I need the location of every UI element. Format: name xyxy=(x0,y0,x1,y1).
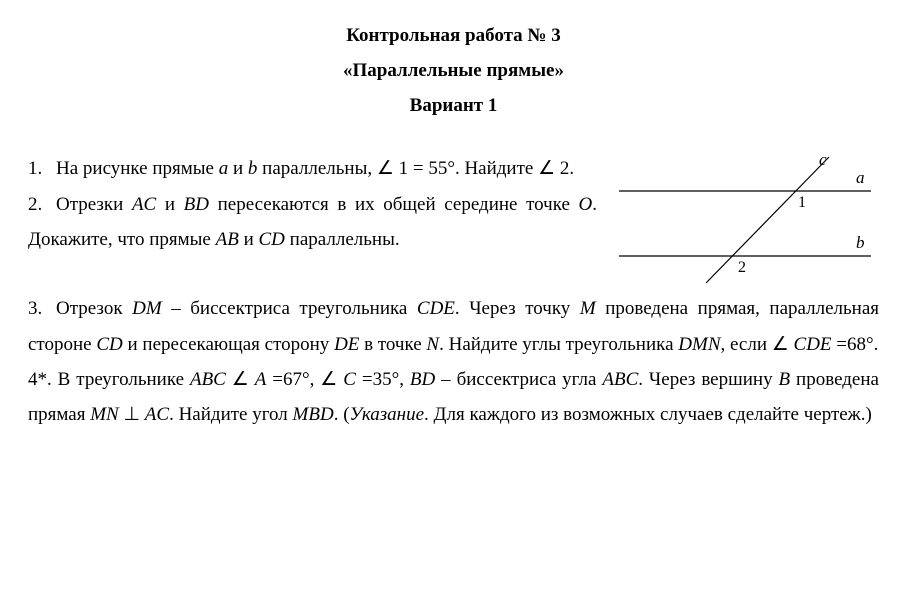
q2-text-a: Отрезки xyxy=(56,194,132,215)
q4-sym-mbd: MBD xyxy=(293,404,334,425)
q4-text-k: . Для каждого из возможных случаев сдела… xyxy=(424,404,872,425)
question-2: 2.Отрезки AC и BD пересекаются в их обще… xyxy=(28,187,597,257)
q4-text-b: ∠ xyxy=(226,369,255,390)
q3-sym-de: DE xyxy=(334,334,359,355)
q4-sym-a: A xyxy=(255,369,267,390)
parallel-lines-figure: c a b 1 2 xyxy=(611,151,879,291)
q4-sym-abc: ABC xyxy=(190,369,226,390)
q4-sym-abc2: ABC xyxy=(602,369,638,390)
q2-sym-ac: AC xyxy=(132,194,156,215)
q4-text-h: ⊥ xyxy=(119,404,145,425)
svg-text:a: a xyxy=(856,168,865,187)
q2-sym-ab: AB xyxy=(216,229,239,250)
questions-1-2-text: 1.На рисунке прямые a и b параллельны, ∠… xyxy=(28,151,597,256)
q4-text-f: . Через вершину xyxy=(638,369,778,390)
q2-text-c: пересекаются в их общей середине точке xyxy=(209,194,579,215)
q3-sym-n: N xyxy=(426,334,439,355)
q2-sym-o: O xyxy=(579,194,593,215)
q4-text-e: – биссектриса угла xyxy=(435,369,602,390)
q1-text-b: и xyxy=(228,158,248,179)
q3-sym-cde2: CDE xyxy=(794,334,832,355)
q3-sym-cd: CD xyxy=(96,334,122,355)
title-line-3: Вариант 1 xyxy=(28,88,879,123)
q4-hint: Указание xyxy=(350,404,425,425)
q2-sym-cd: CD xyxy=(259,229,285,250)
q3-text-h: , если ∠ xyxy=(721,334,794,355)
q3-sym-m: M xyxy=(580,298,596,319)
q3-text-g: . Найдите углы треугольника xyxy=(439,334,678,355)
q3-text-c: . Через точку xyxy=(455,298,580,319)
q4-text-j: . ( xyxy=(334,404,350,425)
q3-sym-dmn: DMN xyxy=(678,334,720,355)
q4-text-c: =67°, ∠ xyxy=(266,369,343,390)
svg-text:1: 1 xyxy=(798,194,806,211)
q3-sym-dm: DM xyxy=(132,298,162,319)
q4-sym-b: B xyxy=(779,369,791,390)
q4-sym-mn: MN xyxy=(90,404,119,425)
q4-text-i: . Найдите угол xyxy=(169,404,292,425)
svg-text:c: c xyxy=(819,151,827,169)
q2-text-f: параллельны. xyxy=(285,229,400,250)
question-1-number: 1. xyxy=(28,151,56,186)
q2-text-b: и xyxy=(156,194,183,215)
q4-text-d: =35°, xyxy=(356,369,410,390)
title-line-2: «Параллельные прямые» xyxy=(28,53,879,88)
q3-text-e: и пересекающая сторону xyxy=(123,334,334,355)
figure-svg: c a b 1 2 xyxy=(611,151,879,291)
q2-text-e: и xyxy=(239,229,259,250)
question-4: 4*. В треугольнике ABC ∠ A =67°, ∠ C =35… xyxy=(28,362,879,432)
question-4-number: 4*. xyxy=(28,369,52,390)
q3-text-b: – биссектриса треугольника xyxy=(162,298,417,319)
q4-text-a: В треугольнике xyxy=(52,369,190,390)
q4-sym-bd: BD xyxy=(410,369,435,390)
q2-sym-bd: BD xyxy=(184,194,209,215)
q1-sym-b: b xyxy=(248,158,258,179)
questions-1-2-row: 1.На рисунке прямые a и b параллельны, ∠… xyxy=(28,151,879,291)
q1-sym-a: a xyxy=(219,158,229,179)
q4-sym-c: C xyxy=(343,369,356,390)
q3-text-i: =68°. xyxy=(832,334,879,355)
q3-sym-cde: CDE xyxy=(417,298,455,319)
q3-text-a: Отрезок xyxy=(56,298,132,319)
question-3-number: 3. xyxy=(28,291,56,326)
q1-text-a: На рисунке прямые xyxy=(56,158,219,179)
q4-sym-ac: AC xyxy=(145,404,169,425)
questions-block: 1.На рисунке прямые a и b параллельны, ∠… xyxy=(28,151,879,432)
question-1: 1.На рисунке прямые a и b параллельны, ∠… xyxy=(28,151,597,186)
svg-text:b: b xyxy=(856,233,865,252)
q3-text-f: в точке xyxy=(359,334,426,355)
q1-text-c: параллельны, ∠ 1 = 55°. Найдите ∠ 2. xyxy=(257,158,574,179)
question-2-number: 2. xyxy=(28,187,56,222)
question-3: 3.Отрезок DM – биссектриса треугольника … xyxy=(28,291,879,361)
title-line-1: Контрольная работа № 3 xyxy=(28,18,879,53)
svg-text:2: 2 xyxy=(738,259,746,276)
